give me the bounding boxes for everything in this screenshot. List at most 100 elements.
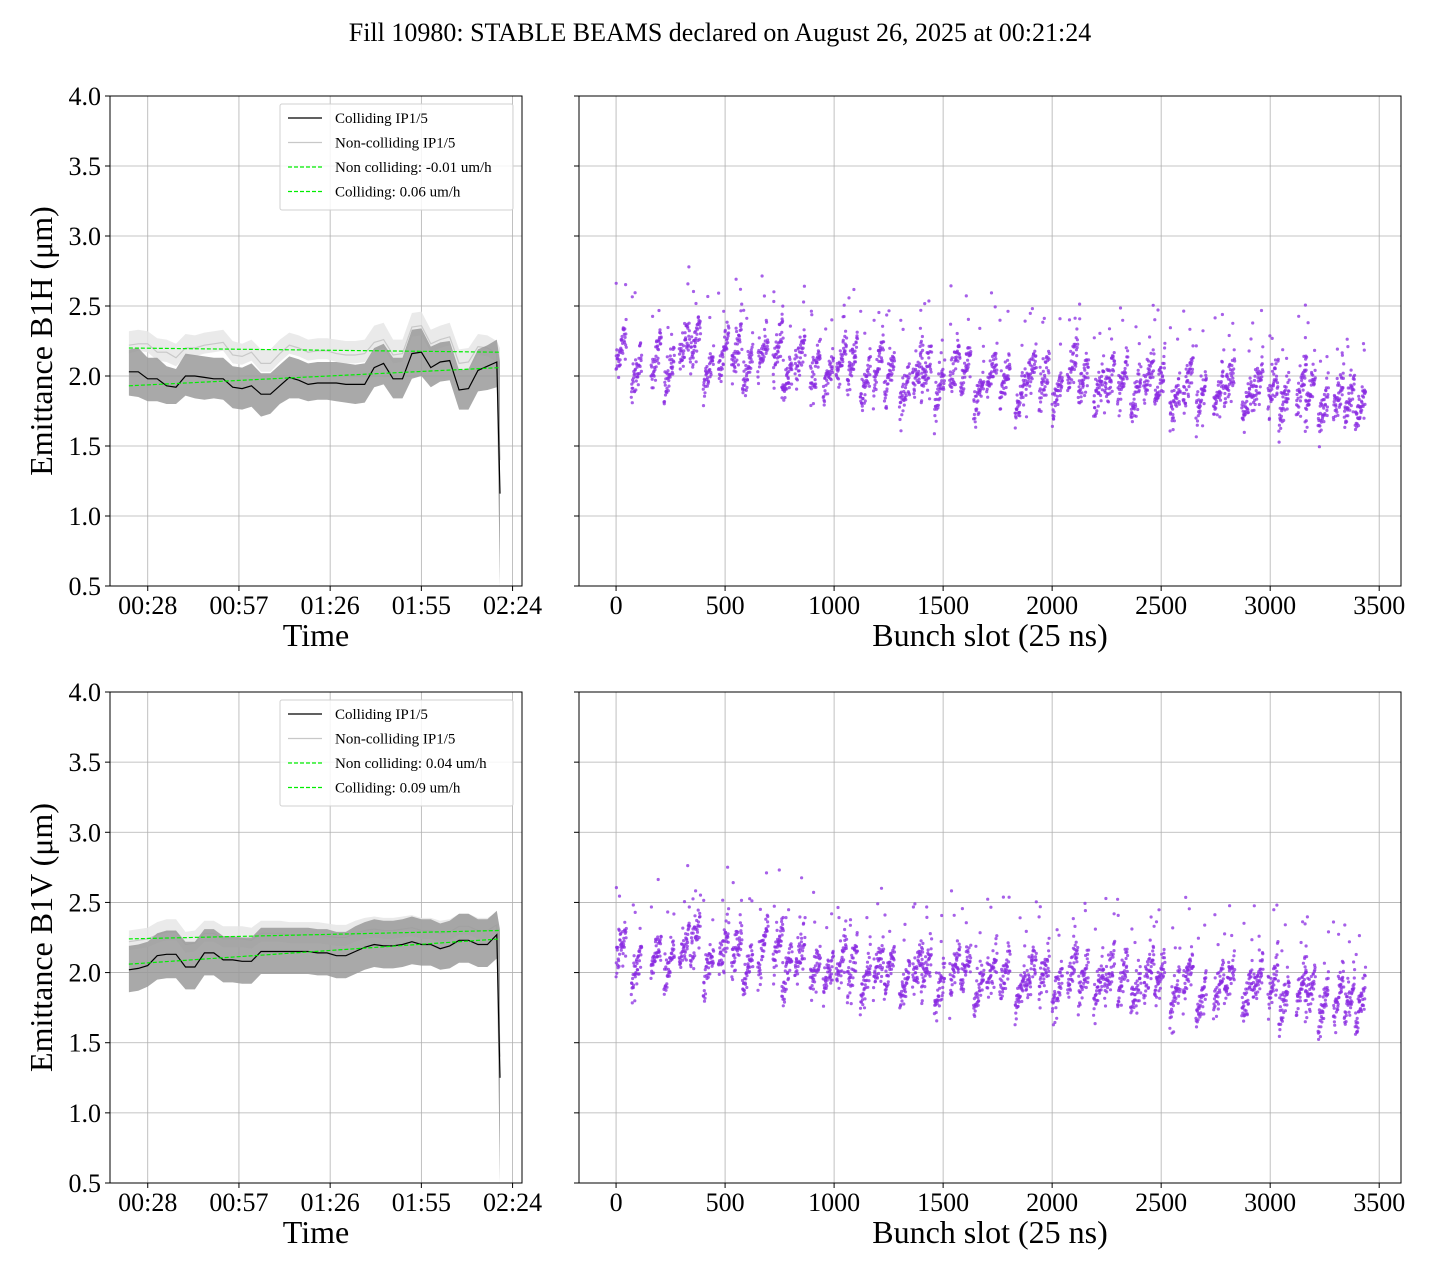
- scatter-point: [1014, 416, 1018, 420]
- scatter-point: [1014, 1017, 1018, 1021]
- scatter-point: [1137, 988, 1141, 992]
- x-tick-label: 00:57: [209, 1188, 268, 1217]
- scatter-point: [681, 331, 685, 335]
- scatter-point: [1153, 402, 1157, 406]
- scatter-point: [886, 974, 891, 978]
- scatter-point: [877, 367, 882, 371]
- scatter-point: [1260, 981, 1264, 985]
- scatter-point: [1220, 360, 1224, 364]
- scatter-point: [696, 920, 701, 924]
- scatter-point: [742, 988, 746, 993]
- scatter-outlier: [708, 315, 712, 320]
- scatter-point: [1117, 380, 1121, 385]
- scatter-outlier: [691, 289, 696, 294]
- scatter-point: [1006, 941, 1010, 945]
- x-tick-label: 500: [706, 591, 745, 620]
- scatter-point: [831, 356, 836, 360]
- scatter-point: [1022, 403, 1026, 407]
- scatter-point: [828, 975, 833, 979]
- scatter-point: [790, 950, 794, 954]
- scatter-point: [1274, 377, 1278, 382]
- scatter-point: [1152, 352, 1156, 356]
- scatter-point: [724, 930, 728, 934]
- scatter-point: [982, 968, 986, 973]
- scatter-outlier: [1098, 331, 1102, 335]
- scatter-point: [685, 944, 689, 948]
- scatter-point: [671, 372, 675, 376]
- scatter-point: [1081, 384, 1085, 388]
- scatter-point: [968, 953, 972, 958]
- scatter-point: [948, 962, 952, 966]
- scatter-point: [1270, 387, 1274, 391]
- scatter-point: [830, 978, 834, 982]
- scatter-outlier: [949, 322, 953, 326]
- scatter-point: [852, 343, 856, 347]
- scatter-point: [901, 382, 905, 386]
- scatter-point: [1059, 986, 1063, 991]
- scatter-point: [810, 984, 814, 988]
- scatter-outlier: [726, 865, 730, 869]
- scatter-point: [637, 959, 642, 963]
- scatter-outlier: [800, 876, 804, 880]
- scatter-point: [1187, 979, 1191, 983]
- scatter-point: [908, 961, 912, 965]
- scatter-outlier: [1154, 920, 1159, 924]
- scatter-point: [1023, 374, 1027, 378]
- scatter-point: [1202, 402, 1206, 406]
- scatter-point: [634, 358, 638, 362]
- scatter-point: [848, 991, 852, 995]
- scatter-point: [795, 982, 800, 986]
- scatter-point: [1018, 410, 1022, 415]
- scatter-point: [1252, 408, 1256, 412]
- scatter-point: [655, 954, 660, 959]
- scatter-point: [1334, 404, 1338, 408]
- scatter-point: [779, 929, 783, 933]
- scatter-point: [976, 399, 980, 403]
- axes-frame: [109, 95, 523, 587]
- scatter-point: [1143, 1001, 1147, 1006]
- scatter-outlier: [1058, 342, 1063, 346]
- scatter-point: [1313, 376, 1317, 380]
- scatter-point: [622, 939, 626, 943]
- scatter-point: [633, 367, 637, 371]
- scatter-point: [745, 974, 749, 978]
- scatter-point: [1213, 1004, 1217, 1008]
- scatter-outlier: [903, 922, 907, 927]
- scatter-point: [797, 369, 801, 373]
- scatter-point: [929, 947, 933, 951]
- y-tick-label: 4.0: [69, 82, 102, 111]
- scatter-point: [697, 337, 702, 341]
- scatter-point: [1109, 956, 1113, 961]
- scatter-point: [979, 970, 983, 974]
- scatter-point: [664, 958, 669, 962]
- scatter-point: [698, 915, 702, 919]
- scatter-point: [721, 352, 725, 357]
- scatter-outlier: [901, 327, 905, 331]
- scatter-point: [867, 979, 871, 983]
- scatter-point: [1007, 377, 1011, 381]
- scatter-point: [798, 356, 803, 360]
- scatter-outlier: [1104, 896, 1108, 901]
- scatter-point: [801, 949, 805, 953]
- scatter-point: [982, 380, 986, 384]
- scatter-point: [683, 954, 687, 958]
- scatter-point: [1109, 380, 1113, 384]
- scatter-point: [1044, 963, 1048, 968]
- scatter-point: [861, 992, 865, 997]
- scatter-point: [1274, 988, 1279, 992]
- scatter-point: [1086, 976, 1090, 980]
- scatter-point: [1103, 1004, 1108, 1008]
- scatter-point: [1183, 391, 1187, 395]
- scatter-outlier: [809, 309, 814, 313]
- scatter-outlier: [966, 317, 971, 321]
- scatter-point: [1241, 400, 1245, 404]
- scatter-point: [841, 357, 845, 361]
- scatter-outlier: [780, 317, 784, 321]
- x-axis-label: Time: [283, 617, 349, 653]
- colliding-fit-line: [128, 367, 501, 387]
- scatter-point: [722, 954, 726, 958]
- scatter-point: [927, 356, 931, 360]
- scatter-point: [651, 386, 655, 390]
- scatter-point: [743, 394, 748, 398]
- scatter-point: [1274, 955, 1278, 960]
